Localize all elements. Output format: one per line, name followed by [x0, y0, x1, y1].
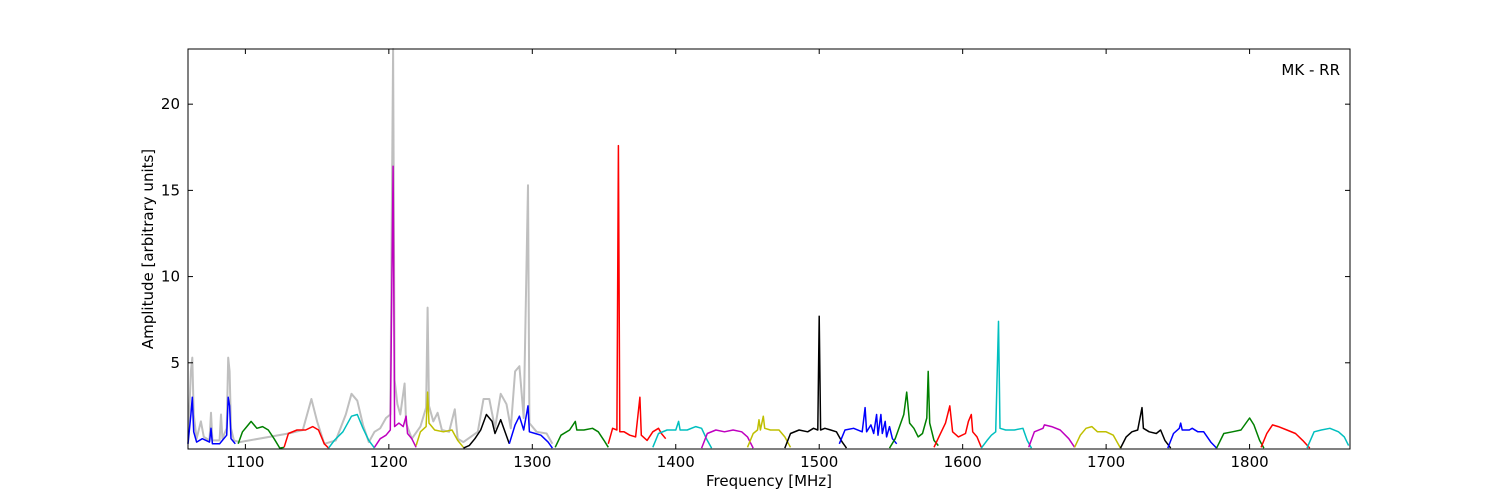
series-line-15: [838, 406, 898, 445]
series-line-2: [237, 420, 285, 449]
series-line-9: [554, 420, 609, 448]
plot-border: [187, 48, 1351, 450]
series-line-23: [1215, 417, 1265, 449]
series-line-12: [700, 429, 754, 449]
series-line-18: [980, 320, 1033, 449]
series-line-25: [1306, 427, 1350, 449]
y-tick-label: 5: [170, 354, 180, 372]
x-tick-label: 1200: [370, 453, 408, 471]
x-axis-label: Frequency [MHz]: [706, 472, 832, 490]
series-line-21: [1119, 406, 1172, 449]
series-line-5: [373, 165, 417, 448]
x-tick-label: 1500: [800, 453, 838, 471]
chart-annotation: MK - RR: [1281, 61, 1340, 79]
series-line-16: [888, 370, 939, 449]
y-tick-label: 15: [161, 181, 180, 199]
series-line-3: [283, 425, 330, 449]
series-line-4: [327, 413, 376, 449]
series-line-11: [652, 420, 713, 449]
series-line-7: [463, 413, 511, 449]
x-tick-label: 1800: [1230, 453, 1268, 471]
y-tick-label: 20: [161, 95, 180, 113]
plot-frame: [188, 49, 1350, 449]
x-tick-label: 1700: [1087, 453, 1125, 471]
series-line-14: [784, 315, 848, 449]
x-tick-label: 1100: [226, 453, 264, 471]
x-tick-label: 1400: [657, 453, 695, 471]
series-line-20: [1073, 425, 1122, 449]
ticks-layer: 1100 1200 1300 1400 1500 1600 1700 1800 5 10 15 20: [161, 49, 1350, 471]
y-axis-label: Amplitude [arbitrary units]: [139, 149, 157, 349]
series-line-1: [187, 396, 236, 445]
series-line-13: [746, 415, 792, 448]
series-line-19: [1027, 424, 1076, 448]
series-line-17: [933, 405, 982, 448]
series-line-6: [415, 391, 464, 448]
series-line-8: [508, 405, 554, 449]
x-tick-label: 1300: [513, 453, 551, 471]
y-tick-label: 10: [161, 268, 180, 286]
series-line-24: [1260, 424, 1311, 449]
plot-area: [187, 48, 1351, 450]
series-line-22: [1167, 422, 1218, 449]
series-layer: [187, 48, 1350, 449]
x-tick-label: 1600: [944, 453, 982, 471]
series-line-10: [607, 144, 667, 445]
